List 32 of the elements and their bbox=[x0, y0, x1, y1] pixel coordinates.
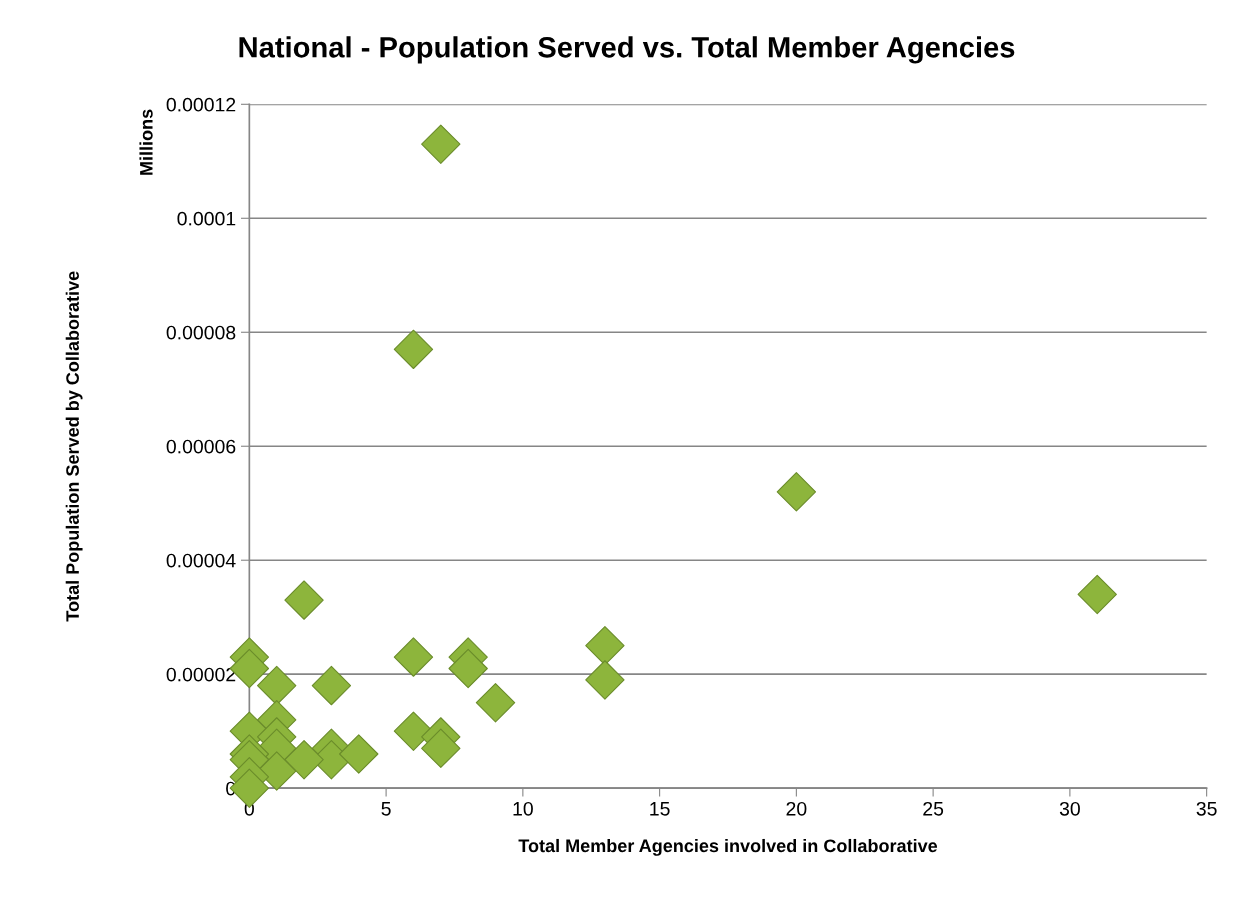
x-tick-label: 35 bbox=[1196, 801, 1217, 816]
x-tick-label: 10 bbox=[513, 801, 533, 816]
y-tick-label: 0.00004 bbox=[166, 553, 236, 568]
y-tick-label: 0.00006 bbox=[166, 439, 236, 454]
point bbox=[448, 648, 488, 689]
y-axis-title: Total Population Served by Collaborative bbox=[65, 271, 83, 622]
point bbox=[311, 665, 352, 706]
x-axis-title: Total Member Agencies involved in Collaborative bbox=[518, 838, 938, 856]
point bbox=[256, 665, 297, 706]
point bbox=[421, 124, 461, 164]
text: Millions bbox=[139, 109, 153, 175]
x-tick-label: 15 bbox=[650, 802, 670, 816]
x-tick-label: 25 bbox=[923, 801, 944, 816]
chart-title: National - Population Served vs. Total Member Agencies bbox=[239, 36, 1015, 64]
y-tick-label: 0.0001 bbox=[177, 211, 236, 226]
point bbox=[585, 626, 625, 666]
point bbox=[475, 682, 516, 723]
point bbox=[284, 739, 324, 780]
point bbox=[284, 580, 324, 620]
point bbox=[393, 637, 434, 677]
point bbox=[585, 660, 625, 700]
x-tick-label: 5 bbox=[381, 802, 391, 816]
y-tick-label: 0.00002 bbox=[166, 667, 236, 682]
y-tick-label: 0.00012 bbox=[166, 97, 236, 112]
x-tick-label: 30 bbox=[1059, 801, 1080, 816]
point bbox=[393, 329, 434, 370]
point bbox=[339, 734, 379, 774]
point bbox=[1077, 574, 1117, 615]
x-tick-label: 20 bbox=[786, 801, 807, 816]
point bbox=[421, 728, 461, 768]
point bbox=[776, 472, 817, 512]
y-tick-label: 0.00008 bbox=[166, 325, 236, 340]
